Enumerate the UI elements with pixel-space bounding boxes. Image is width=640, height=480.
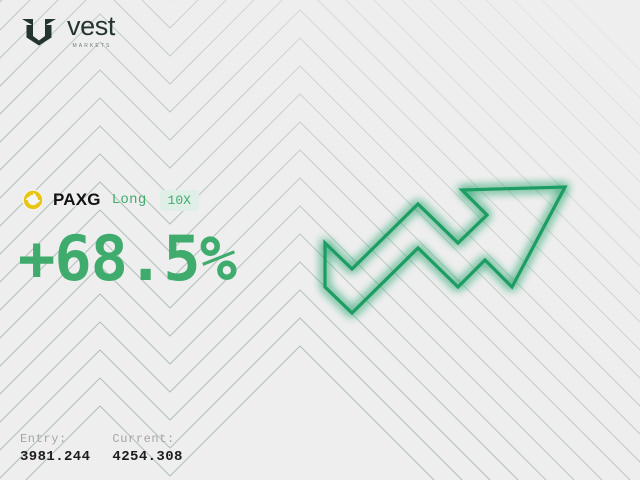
paxg-coin-icon [22, 189, 44, 211]
brand-tagline: MARKETS [72, 43, 112, 49]
current-price-label: Current: [112, 432, 175, 446]
brand-wordmark: vest [67, 11, 115, 41]
price-summary: Entry: 3981.244 Current: 4254.308 [20, 433, 183, 464]
entry-price-label: Entry: [20, 432, 67, 446]
current-price-block: Current: 4254.308 [112, 433, 182, 464]
entry-price-value: 3981.244 [20, 449, 91, 465]
position-header: PAXG Long 10X [22, 187, 199, 213]
position-side: Long [111, 192, 147, 208]
leverage-badge: 10X [159, 189, 199, 211]
current-price-value: 4254.308 [112, 449, 183, 465]
position-symbol: PAXG [53, 190, 101, 209]
entry-price-block: Entry: 3981.244 [20, 433, 90, 464]
vest-chevron-logo-icon [22, 18, 56, 45]
brand-logo: vest MARKETS [20, 12, 115, 49]
pnl-percent: +68.5% [18, 222, 237, 295]
